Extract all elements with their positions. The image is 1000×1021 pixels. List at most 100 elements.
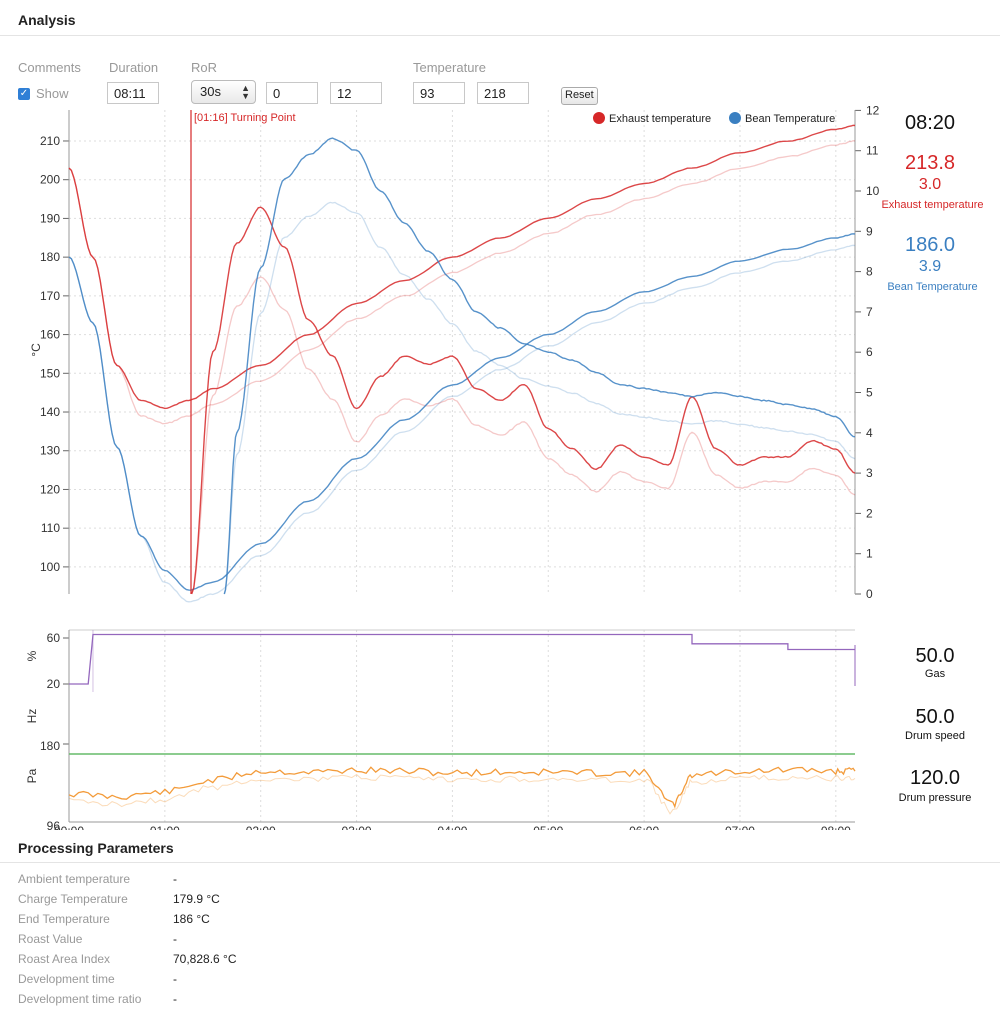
param-label: End Temperature	[18, 912, 110, 926]
readout-drum-pressure-value: 120.0	[909, 767, 961, 789]
show-label: Show	[36, 86, 69, 101]
temp-max-input[interactable]	[477, 82, 529, 104]
temp-min-input[interactable]	[413, 82, 465, 104]
readout-gas-value: 50.0	[915, 645, 955, 667]
legend-exhaust-label: Exhaust temperature	[609, 113, 711, 125]
y2-tick-label: 7	[866, 305, 873, 319]
readout-exhaust-label: Exhaust temperature	[881, 199, 984, 211]
param-row: Ambient temperature -	[18, 872, 237, 892]
y-tick-label: 170	[40, 289, 60, 303]
x-tick-label: 02:00	[246, 824, 276, 830]
pressure-axis-label: Pa	[25, 768, 39, 783]
temperature-label: Temperature	[413, 60, 486, 75]
param-label: Roast Value	[18, 932, 83, 946]
param-value: 70,828.6 °C	[173, 952, 237, 966]
x-tick-label: 03:00	[342, 824, 372, 830]
param-row: Development time ratio -	[18, 992, 237, 1012]
gas-tick-label: 60	[47, 631, 61, 645]
y-tick-label: 150	[40, 366, 60, 380]
ror-max-input[interactable]	[330, 82, 382, 104]
y-tick-label: 160	[40, 328, 60, 342]
ror-label: RoR	[191, 60, 218, 75]
param-value: -	[173, 932, 177, 946]
param-label: Development time ratio	[18, 992, 142, 1006]
x-tick-label: 08:00	[821, 824, 851, 830]
y-tick-label: 140	[40, 405, 60, 419]
roast-chart: 00:00 01:00 02:00 03:00 04:00 05:00 06:00 07:00…	[25, 103, 880, 830]
series-line	[223, 137, 856, 595]
pressure-series-line	[68, 766, 856, 809]
show-comments-checkbox[interactable]: ✓	[18, 88, 30, 100]
duration-input[interactable]	[107, 82, 159, 104]
readout-bean-ror: 3.9	[918, 258, 942, 275]
readout-exhaust-value: 213.8	[904, 152, 956, 174]
processing-title: Processing Parameters	[18, 840, 174, 856]
select-arrows-icon: ▲ ▼	[241, 83, 250, 101]
y2-tick-label: 5	[866, 386, 873, 400]
param-label: Development time	[18, 972, 115, 986]
ror-select-value: 30s	[200, 84, 221, 99]
y2-tick-label: 11	[866, 144, 879, 158]
reference-series-line	[68, 140, 856, 425]
param-value: 179.9 °C	[173, 892, 220, 906]
x-tick-label: 07:00	[725, 824, 755, 830]
y2-tick-label: 9	[866, 224, 873, 238]
param-label: Charge Temperature	[18, 892, 128, 906]
param-row: Roast Area Index 70,828.6 °C	[18, 952, 237, 972]
y2-tick-label: 0	[866, 587, 873, 601]
x-tick-label: 05:00	[533, 824, 563, 830]
y-tick-label: 110	[41, 521, 60, 535]
x-tick-label: 06:00	[629, 824, 659, 830]
param-row: End Temperature 186 °C	[18, 912, 237, 932]
y-tick-label: 100	[40, 560, 60, 574]
analysis-title: Analysis	[18, 12, 76, 28]
y2-tick-label: 3	[866, 466, 873, 480]
ror-select[interactable]: 30s ▲ ▼	[191, 80, 256, 104]
y2-tick-label: 6	[866, 345, 873, 359]
legend-dot-bean	[729, 112, 741, 124]
comments-label: Comments	[18, 60, 81, 75]
x-tick-label: 04:00	[437, 824, 467, 830]
pressure-reference-line	[68, 773, 856, 815]
y-tick-label: 200	[40, 173, 60, 187]
y-tick-label: 180	[40, 250, 60, 264]
y-tick-label: 120	[40, 482, 60, 496]
param-value: -	[173, 992, 177, 1006]
param-label: Roast Area Index	[18, 952, 111, 966]
y2-tick-label: 4	[866, 426, 873, 440]
param-value: -	[173, 872, 177, 886]
readout-time: 08:20	[904, 112, 956, 134]
param-value: 186 °C	[173, 912, 210, 926]
param-label: Ambient temperature	[18, 872, 131, 886]
duration-label: Duration	[109, 60, 159, 75]
readout-drum-speed-label: Drum speed	[905, 730, 965, 742]
readout-bean-value: 186.0	[904, 234, 956, 256]
speed-axis-label: Hz	[25, 709, 39, 724]
series-line	[191, 206, 856, 595]
param-row: Roast Value -	[18, 932, 237, 952]
divider	[0, 35, 1000, 36]
legend-bean-label: Bean Temperature	[745, 113, 835, 125]
readout-exhaust-ror: 3.0	[918, 176, 942, 193]
param-value: -	[173, 972, 177, 986]
legend-dot-exhaust	[593, 112, 605, 124]
ror-min-input[interactable]	[266, 82, 318, 104]
param-row: Charge Temperature 179.9 °C	[18, 892, 237, 912]
gas-axis-label: %	[25, 650, 39, 661]
turning-point-label: [01:16] Turning Point	[194, 112, 296, 124]
reset-button[interactable]: Reset	[561, 87, 598, 105]
readout-bean-label: Bean Temperature	[887, 281, 978, 293]
y-tick-label: 130	[40, 444, 60, 458]
gas-tick-label: 20	[47, 677, 61, 691]
series-line	[68, 233, 856, 591]
readout-drum-speed-value: 50.0	[915, 706, 955, 728]
y-axis-label: °C	[29, 343, 43, 357]
y2-tick-label: 2	[866, 506, 873, 520]
readout-gas-label: Gas	[924, 668, 946, 680]
gas-series-line	[69, 633, 855, 685]
y2-tick-label: 1	[866, 547, 873, 561]
x-tick-label: 00:00	[54, 824, 84, 830]
y-tick-label: 210	[40, 134, 60, 148]
processing-parameters-list: Ambient temperature - Charge Temperature 1…	[18, 872, 237, 1012]
reference-series-line	[68, 244, 856, 603]
